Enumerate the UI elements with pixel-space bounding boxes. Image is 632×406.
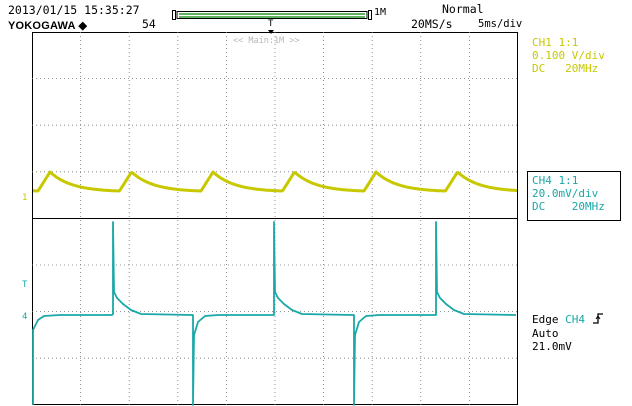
trigger-info[interactable]: Edge CH4 Auto 21.0mV	[532, 313, 604, 353]
ch4-ground-marker[interactable]: 4	[22, 312, 27, 322]
trigger-source: CH4	[565, 313, 585, 326]
ch4-coupling: DC	[532, 200, 546, 213]
ch1-coupling: DC	[532, 62, 546, 75]
record-length-bar-graphic	[172, 10, 372, 20]
ch1-marker-label: 1	[22, 193, 28, 203]
ch1-bandwidth: 20MHz	[565, 62, 599, 75]
record-length-bar	[172, 6, 372, 20]
ch4-bandwidth: 20MHz	[571, 200, 605, 213]
brand-name: YOKOGAWA	[8, 20, 76, 32]
ch4-name: CH4 1:1	[532, 174, 579, 187]
ch1-scale: 0.100 V/div	[532, 49, 605, 62]
trigger-level-marker[interactable]: T	[22, 280, 27, 290]
rising-edge-icon	[592, 313, 604, 327]
ch4-scale: 20.0mV/div	[532, 187, 599, 200]
trigger-position-arrow	[268, 30, 274, 34]
trigger-type: Edge	[532, 313, 559, 326]
ch4-waveform	[32, 221, 517, 406]
ch1-waveform	[32, 170, 518, 193]
ch1-coupling-bw: DC 20MHz	[532, 62, 605, 75]
datetime: 2013/01/15 15:35:27	[8, 3, 140, 17]
record-length: 1M	[374, 7, 387, 18]
brand-diamond-icon: ◆	[78, 20, 88, 32]
zoom-window-label: << Main:1M >>	[233, 36, 300, 46]
trigger-level-marker-label: T	[22, 280, 28, 290]
acquisition-mode: Normal	[442, 2, 484, 16]
ch4-marker-label: 4	[22, 312, 28, 322]
trigger-mode: Auto	[532, 327, 559, 340]
timebase: 5ms/div	[478, 18, 523, 30]
sample-rate: 20MS/s	[411, 17, 453, 31]
acquisition-count: 54	[142, 17, 156, 31]
ch1-ground-marker[interactable]: 1	[22, 193, 27, 203]
ch1-info[interactable]: CH1 1:1 0.100 V/div DC 20MHz	[532, 36, 605, 75]
brand-logo: YOKOGAWA ◆	[8, 19, 87, 32]
ch1-name: CH1 1:1	[532, 36, 579, 49]
ch4-info: CH4 1:1 20.0mV/div DC 20MHz	[532, 174, 605, 213]
trigger-type-row: Edge CH4	[532, 313, 604, 327]
ch4-coupling-bw: DC 20MHz	[532, 200, 605, 213]
trigger-level: 21.0mV	[532, 340, 572, 353]
ch4-info-box[interactable]: CH4 1:1 20.0mV/div DC 20MHz	[527, 171, 621, 221]
trigger-position-marker[interactable]: T	[268, 19, 274, 29]
